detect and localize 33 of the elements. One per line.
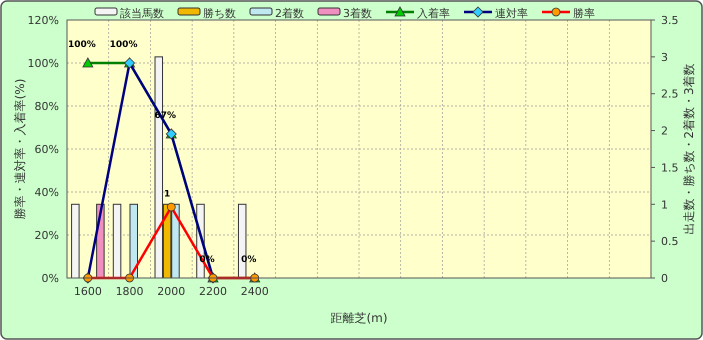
x-tick-label: 1600 bbox=[74, 285, 102, 298]
x-tick-label: 2400 bbox=[240, 285, 269, 298]
legend-label: 勝ち数 bbox=[203, 7, 236, 20]
y2-tick-label: 2 bbox=[661, 124, 668, 138]
y2-tick-label: 3.5 bbox=[661, 14, 678, 27]
y2-tick-label: 1.5 bbox=[661, 161, 678, 174]
x-axis-title: 距離芝(m) bbox=[330, 311, 388, 325]
y2-tick-label: 1 bbox=[661, 198, 668, 212]
data-label: 1 bbox=[164, 189, 170, 200]
legend-label: 3着数 bbox=[343, 7, 372, 20]
x-tick-label: 1800 bbox=[116, 285, 144, 298]
x-tick-label: 2200 bbox=[199, 285, 227, 298]
legend-label: 該当馬数 bbox=[120, 7, 164, 20]
y2-tick-label: 3 bbox=[661, 50, 668, 64]
legend-label: 連対率 bbox=[495, 7, 528, 20]
y2-tick-label: 2.5 bbox=[661, 88, 678, 101]
legend-label: 入着率 bbox=[417, 7, 450, 20]
y-tick-label: 120% bbox=[28, 14, 59, 27]
y-tick-label: 80% bbox=[34, 100, 59, 113]
data-label: 100% bbox=[68, 40, 96, 50]
y-tick-label: 20% bbox=[34, 229, 59, 242]
y-tick-label: 100% bbox=[28, 57, 59, 70]
y-tick-label: 60% bbox=[34, 143, 59, 156]
x-tick-label: 2000 bbox=[157, 285, 186, 298]
y-axis-title: 勝率・連対率・入着率(%) bbox=[13, 78, 27, 220]
y-tick-label: 0% bbox=[42, 272, 59, 285]
y2-axis-title: 出走数・勝ち数・2着数・3着数 bbox=[682, 63, 696, 235]
y2-tick-label: 0 bbox=[661, 272, 668, 285]
data-label: 100% bbox=[110, 40, 138, 50]
legend-label: 勝率 bbox=[573, 7, 595, 20]
y2-tick-label: 0.5 bbox=[661, 235, 678, 248]
y-tick-label: 40% bbox=[34, 186, 59, 199]
legend-label: 2着数 bbox=[275, 7, 304, 20]
